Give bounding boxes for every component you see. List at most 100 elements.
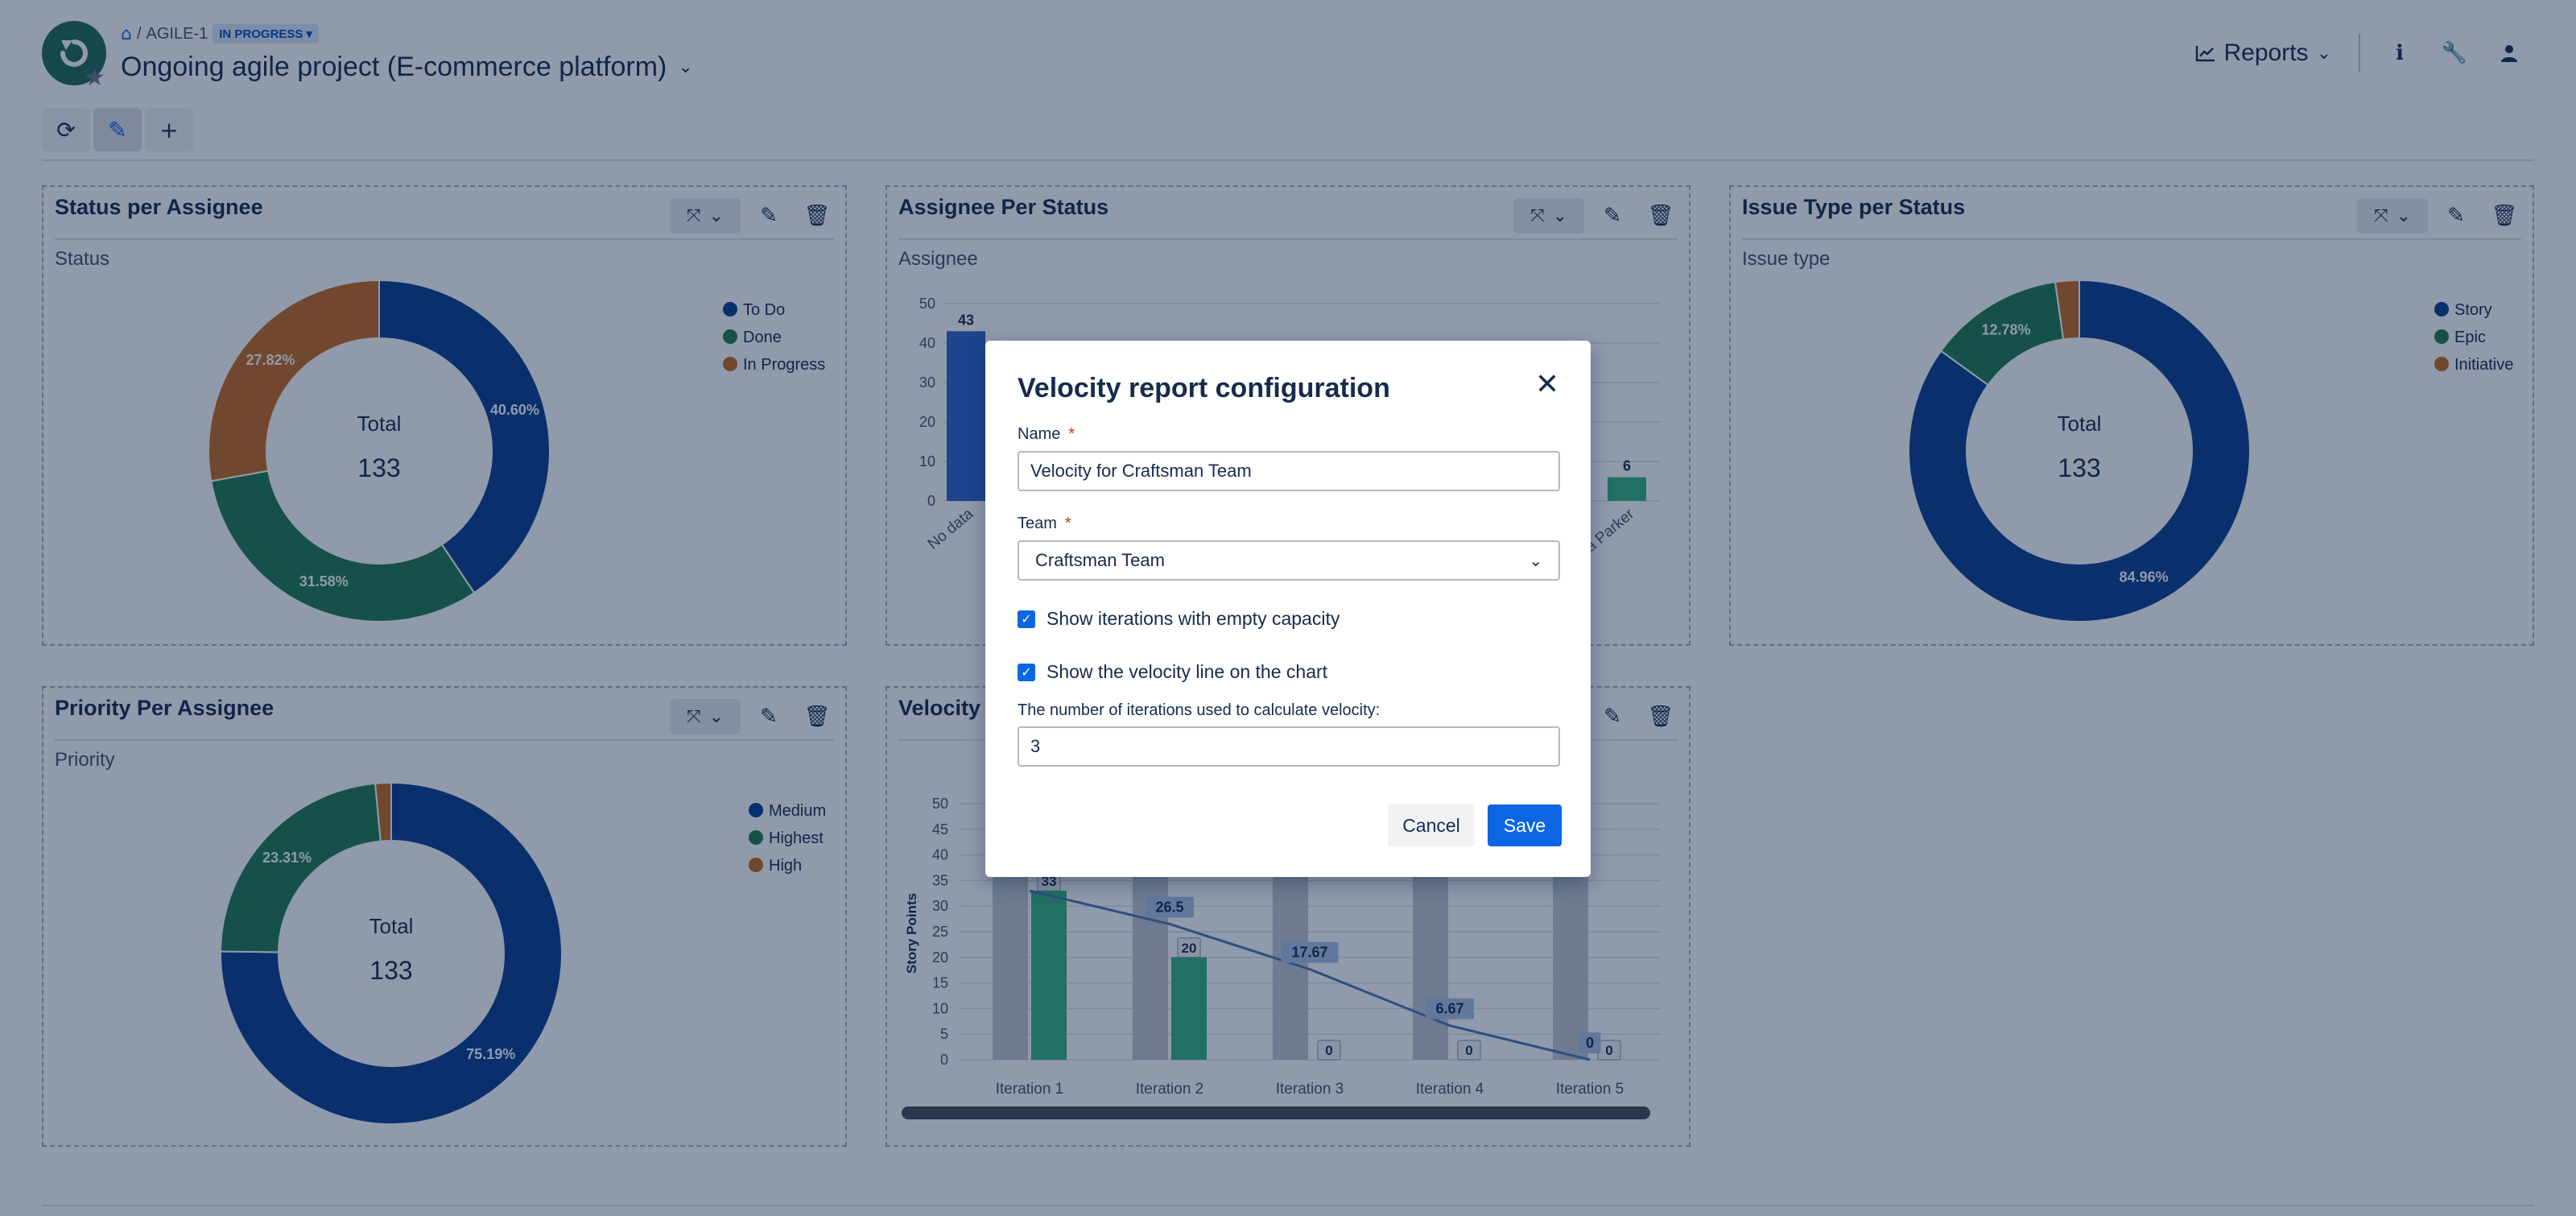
gadget-issue-type-per-status: Issue Type per Status ⤧ ⌄ ✎ 🗑 Issue type … [1729,185,2534,646]
legend-label: Highest [769,829,824,847]
gadget-actions: ⤧ ⌄ ✎ 🗑 [670,699,837,734]
y-tick-label: 50 [932,796,948,812]
info-icon[interactable]: ℹ [2396,41,2404,65]
edit-pencil-icon[interactable]: ✎ [760,204,778,228]
wrench-icon[interactable]: 🔧 [2441,41,2468,65]
x-tick-label: Iteration 1 [996,1081,1064,1098]
iterations-field-label: The number of iterations used to calcula… [1018,701,1381,719]
velocity-line [1029,889,1591,1061]
chevron-down-icon: ⌄ [678,57,693,77]
velocity-value-label: 6.67 [1435,1001,1463,1017]
reports-menu-button[interactable]: Reports ⌄ [2189,36,2338,70]
velocity-line-checkbox[interactable]: ✓ Show the velocity line on the chart [1018,661,1327,683]
divider [2359,34,2360,72]
velocity-label-box [1146,896,1194,918]
completed-value-label: 20 [1182,941,1197,956]
donut-slice [220,781,563,1125]
edit-pencil-icon[interactable]: ✎ [2447,204,2465,228]
chevron-down-icon: ⌄ [1529,551,1542,570]
legend-swatch [2434,329,2449,344]
trash-icon[interactable]: 🗑 [1647,204,1674,228]
expand-menu-button[interactable]: ⤧ ⌄ [670,699,741,734]
legend-swatch [723,302,737,316]
checkbox-checked-icon[interactable]: ✓ [1018,663,1035,681]
legend-label: Initiative [2454,356,2513,374]
total-value: 133 [357,453,400,482]
velocity-value-label: 17.67 [1291,945,1327,961]
expand-menu-button[interactable]: ⤧ ⌄ [1513,198,1584,234]
slice-label: 12.78% [1981,321,2030,337]
expand-menu-button[interactable]: ⤧ ⌄ [670,198,741,234]
x-tick-label: Iteration 4 [1416,1081,1484,1098]
close-icon[interactable]: ✕ [1534,367,1560,401]
refresh-logo-icon [60,39,88,67]
slice-label: 27.82% [246,352,295,368]
horizontal-scrollbar[interactable] [902,1106,1650,1119]
trash-icon[interactable]: 🗑 [803,705,831,729]
gadget-title: Velocity f [898,696,994,720]
completed-bar [1031,891,1067,1060]
chevron-down-icon: ⌄ [1552,205,1568,226]
empty-capacity-checkbox[interactable]: ✓ Show iterations with empty capacity [1018,608,1340,630]
edit-pencil-icon[interactable]: ✎ [1604,705,1621,729]
refresh-icon[interactable]: ⟳ [42,108,90,151]
legend-swatch [723,357,737,371]
trash-icon[interactable]: 🗑 [1647,705,1674,729]
edit-pencil-icon[interactable]: ✎ [760,705,778,729]
total-value: 133 [2058,453,2100,482]
slice-label: 75.19% [466,1046,515,1062]
donut-slice [1908,279,2251,622]
legend-swatch [2434,357,2449,371]
gadget-subtitle: Priority [55,749,115,771]
value-label-box [1457,1040,1481,1061]
team-select[interactable]: Craftsman Team ⌄ [1018,540,1560,581]
status-badge[interactable]: IN PROGRESS ▾ [213,24,319,43]
legend-swatch [749,830,763,845]
trash-icon[interactable]: 🗑 [803,204,831,228]
velocity-label-box [1579,1032,1601,1053]
gadget-subtitle: Status [55,248,110,270]
y-axis-label: Story Points [904,893,919,974]
gadget-subtitle: Issue type [1742,248,1831,270]
iterations-input[interactable]: 3 [1018,726,1560,767]
completed-value-label: 0 [1465,1043,1472,1058]
chevron-down-icon: ▾ [306,27,312,41]
name-input[interactable]: Velocity for Craftsman Team [1018,451,1560,491]
favorite-star-icon[interactable]: ★ [84,64,105,92]
home-icon[interactable]: ⌂ [121,23,132,44]
gadget-title: Priority Per Assignee [55,696,275,720]
add-plus-icon[interactable]: + [145,108,193,151]
y-tick-label: 20 [932,949,948,966]
velocity-value-label: 26.5 [1155,899,1183,915]
breadcrumb-separator: / [136,24,142,43]
user-icon[interactable] [2491,35,2528,72]
trash-icon[interactable]: 🗑 [2491,204,2518,228]
checkbox-checked-icon[interactable]: ✓ [1018,610,1035,628]
edit-pencil-icon[interactable]: ✎ [1604,204,1621,228]
donut-slice [374,781,392,842]
divider [55,238,834,240]
divider [42,159,2534,161]
legend-label: High [769,857,802,875]
donut-slice [208,279,380,482]
velocity-label-box [1426,998,1474,1020]
team-label-text: Team [1018,515,1057,532]
gadget-priority-per-assignee: Priority Per Assignee ⤧ ⌄ ✎ 🗑 Priority To… [42,686,847,1147]
project-avatar[interactable] [42,21,106,85]
y-tick-label: 40 [919,335,935,351]
legend-label: Story [2454,301,2492,319]
donut-slice [210,469,476,622]
y-tick-label: 30 [919,374,935,391]
cancel-button[interactable]: Cancel [1388,804,1475,846]
expand-menu-button[interactable]: ⤧ ⌄ [2357,198,2428,234]
save-button[interactable]: Save [1488,804,1562,846]
breadcrumb-issue-key[interactable]: AGILE-1 [146,24,208,43]
y-tick-label: 5 [940,1026,948,1042]
y-tick-label: 15 [932,975,948,991]
edit-pencil-icon[interactable]: ✎ [93,108,142,151]
donut-slice [378,279,551,594]
expand-icon: ⤧ [2373,205,2388,226]
value-label-box [1317,1040,1341,1061]
donut-chart-priority: Total 133 75.19% 23.31% Medium Highest High [220,781,826,1125]
project-title-dropdown[interactable]: Ongoing agile project (E-commerce platfo… [121,52,693,83]
